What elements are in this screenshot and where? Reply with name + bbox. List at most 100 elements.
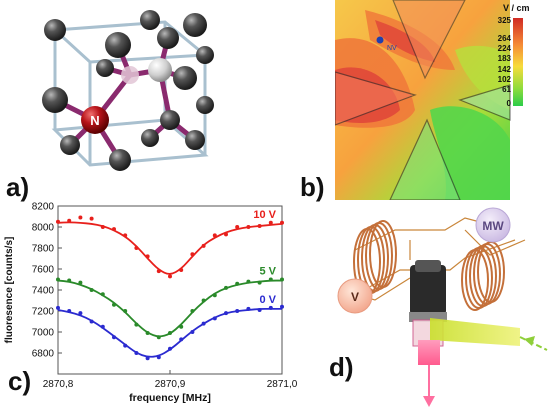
data-point <box>212 293 217 298</box>
carbon-atoms <box>42 10 214 171</box>
y-tick-label: 6800 <box>32 349 55 360</box>
x-tick-label: 2870,9 <box>155 379 186 390</box>
panel-label-a: a) <box>6 172 30 202</box>
data-point <box>168 331 172 336</box>
data-point <box>268 305 273 310</box>
colorbar-ticks: 325 264 224 183 142 102 61 0 <box>498 16 512 108</box>
data-point <box>212 233 217 238</box>
x-tick-label: 2871,0 <box>267 379 298 390</box>
colorbar-tick: 224 <box>498 44 512 53</box>
fit-line-0 <box>57 221 283 275</box>
y-axis-label: fluoresence [counts/s] <box>4 237 15 344</box>
y-tick-label: 7000 <box>32 328 55 339</box>
objective-body <box>410 265 446 315</box>
laser-in <box>430 318 520 346</box>
carbon-atom-light <box>148 58 172 82</box>
data-point <box>168 274 172 279</box>
y-tick-label: 7400 <box>32 286 55 297</box>
data-point <box>268 220 273 225</box>
data-point <box>156 355 161 360</box>
laser-out <box>418 340 440 365</box>
y-tick-label: 7800 <box>32 244 55 255</box>
colorbar-tick: 142 <box>498 65 512 74</box>
data-point <box>134 246 139 250</box>
data-point <box>179 268 184 273</box>
data-point <box>134 351 139 355</box>
data-point <box>179 324 184 329</box>
data-point <box>145 254 150 259</box>
series-label: 10 V <box>253 209 276 221</box>
data-point <box>280 304 284 309</box>
data-point <box>100 292 105 297</box>
data-point <box>212 316 217 321</box>
data-point <box>280 277 284 282</box>
data-point <box>224 232 228 237</box>
data-point <box>123 309 128 313</box>
panel-label-d: d) <box>329 352 354 382</box>
colorbar-tick: 61 <box>502 85 511 94</box>
data-point <box>156 335 161 340</box>
series-label: 5 V <box>259 266 276 278</box>
series-label: 0 V <box>259 294 276 306</box>
data-point <box>112 302 116 307</box>
data-point <box>190 252 195 257</box>
nv-position-marker <box>376 36 384 44</box>
data-point <box>268 277 273 282</box>
data-point <box>257 223 262 228</box>
colorbar <box>513 18 523 106</box>
data-point <box>67 278 72 283</box>
data-point <box>201 321 206 326</box>
data-point <box>179 337 184 342</box>
data-point <box>235 309 240 313</box>
data-point <box>235 225 240 229</box>
data-point <box>78 280 83 285</box>
odmr-chart: 6800 7000 7200 7400 7600 7800 8000 8200 2870,8 2… <box>4 202 298 405</box>
mw-source <box>475 207 511 243</box>
v-label: V <box>351 290 359 304</box>
data-point <box>235 281 240 286</box>
y-tick-label: 7600 <box>32 265 55 276</box>
data-point <box>246 279 251 284</box>
data-point <box>78 215 83 220</box>
data-point <box>100 225 105 229</box>
data-point <box>168 346 172 351</box>
nitrogen-atom <box>81 106 109 134</box>
data-point <box>257 307 262 312</box>
data-point <box>145 356 150 361</box>
data-point <box>100 324 105 329</box>
colorbar-unit: V / cm <box>503 3 530 13</box>
y-tick-label: 8000 <box>32 223 55 234</box>
colorbar-tick: 102 <box>498 75 512 84</box>
x-tick-label: 2870,8 <box>43 379 74 390</box>
data-point <box>89 319 94 324</box>
data-point <box>56 305 60 310</box>
data-point <box>190 309 195 313</box>
voltage-source <box>337 278 373 314</box>
data-point <box>246 306 251 311</box>
colorbar-tick: 183 <box>498 54 512 63</box>
nitrogen-label: N <box>90 113 99 128</box>
data-point <box>246 225 251 229</box>
data-point <box>201 243 206 248</box>
panel-label-c: c) <box>8 366 32 396</box>
colorbar-tick: 0 <box>507 99 512 108</box>
data-point <box>134 322 139 327</box>
data-point <box>257 280 262 285</box>
y-tick-label: 7200 <box>32 307 55 318</box>
panel-a-lattice: N <box>0 0 275 205</box>
data-point <box>67 218 72 223</box>
x-axis-label: frequency [MHz] <box>129 392 211 404</box>
panel-label-b: b) <box>300 172 325 202</box>
data-point <box>112 335 116 340</box>
data-point <box>56 219 60 224</box>
data-point <box>78 311 83 316</box>
colorbar-tick: 264 <box>498 34 512 43</box>
data-point <box>123 233 128 238</box>
data-point <box>145 331 150 336</box>
data-point <box>89 288 94 292</box>
data-point <box>112 227 116 232</box>
data-point <box>56 277 60 282</box>
data-point <box>190 330 195 334</box>
data-point <box>67 309 72 313</box>
data-point <box>89 216 94 221</box>
